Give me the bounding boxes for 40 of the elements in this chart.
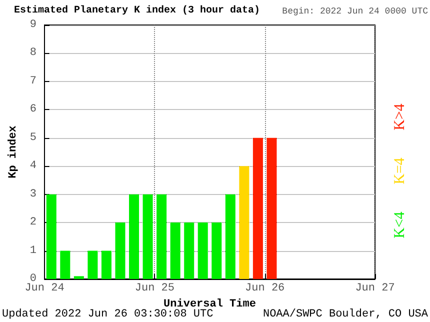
bar — [88, 250, 98, 279]
y-tick-label: 7 — [30, 75, 36, 88]
bar — [142, 194, 153, 279]
x-tick-label: Jun 25 — [134, 282, 174, 294]
y-tick-label: 0 — [30, 273, 36, 285]
text: K=4 — [392, 157, 408, 184]
bar — [46, 194, 56, 279]
bar — [129, 194, 140, 279]
bar — [115, 222, 126, 279]
y-axis-title: Kp index — [8, 125, 20, 178]
text: K<4 — [392, 211, 408, 238]
chart-subtitle: Begin: 2022 Jun 24 0000 UTC — [282, 6, 429, 16]
x-tick-label: Jun 27 — [355, 282, 395, 294]
y-tick-label: 8 — [30, 47, 36, 60]
y-tick-label: 4 — [30, 160, 37, 172]
y-tick-label: 5 — [30, 132, 36, 144]
text: K>4 — [392, 103, 408, 130]
y-tick-label: 6 — [30, 104, 36, 116]
bar — [239, 166, 250, 279]
text: Updated 2022 Jun 26 03:30:08 UTC — [2, 308, 214, 320]
text: NOAA/SWPC Boulder, CO USA — [262, 308, 428, 320]
bar — [101, 250, 112, 279]
y-tick-label: 2 — [30, 216, 36, 229]
x-axis-title: Universal Time — [164, 298, 256, 310]
x-tick-label: Jun 26 — [245, 282, 285, 294]
bar — [184, 222, 194, 279]
bar — [198, 222, 208, 279]
y-tick-label: 9 — [30, 19, 36, 31]
chart-title: Estimated Planetary K index (3 hour data) — [14, 4, 260, 16]
bar — [170, 222, 180, 279]
bar — [266, 138, 277, 279]
bar — [252, 138, 263, 279]
bar — [225, 194, 236, 279]
bar — [60, 250, 70, 279]
bar — [74, 276, 84, 279]
x-tick-label: Jun 24 — [24, 282, 65, 294]
y-tick-label: 3 — [30, 188, 36, 200]
bar — [212, 222, 222, 279]
y-tick-label: 1 — [30, 244, 37, 257]
bar — [156, 194, 167, 279]
